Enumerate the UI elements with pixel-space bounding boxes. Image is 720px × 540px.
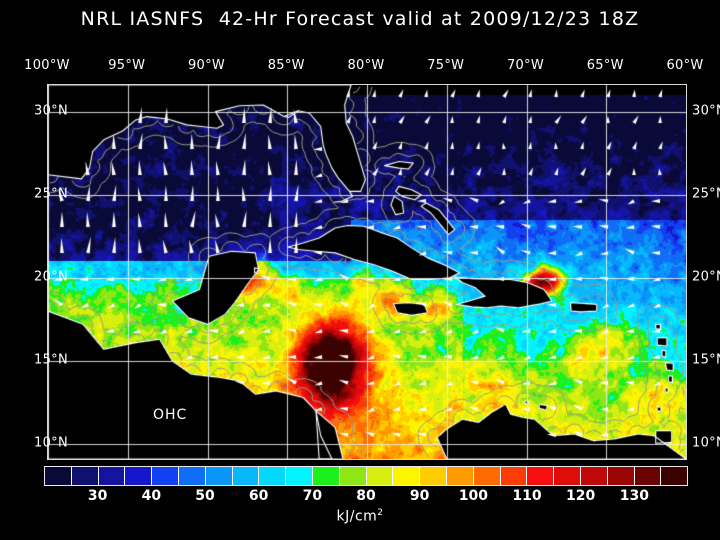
colorbar-swatch (554, 467, 581, 485)
lon-tick-label: 95°W (108, 58, 146, 73)
colorbar-tick-label: 120 (566, 488, 596, 504)
lon-tick-label: 75°W (427, 58, 465, 73)
lon-tick-label: 65°W (586, 58, 624, 73)
colorbar-swatch (312, 467, 340, 485)
lat-tick-label-right: 25°N (692, 186, 720, 202)
lat-tick-label-right: 20°N (692, 269, 720, 285)
colorbar-tick-label: 40 (141, 488, 162, 504)
colorbar-swatch (178, 467, 206, 485)
colorbar-swatch (527, 467, 555, 485)
lon-tick-label: 60°W (666, 58, 704, 73)
colorbar-swatch (286, 467, 313, 485)
colorbar-unit-label: kJ/cm2 (336, 508, 384, 525)
colorbar-swatch (446, 467, 474, 485)
colorbar-swatch (259, 467, 287, 485)
lat-tick-label-right: 10°N (692, 435, 720, 451)
colorbar-swatch (205, 467, 233, 485)
colorbar-tick-label: 70 (302, 488, 323, 504)
colorbar-swatch (232, 467, 260, 485)
map-canvas-container (48, 85, 686, 459)
colorbar-swatch (500, 467, 528, 485)
colorbar-swatch (607, 467, 635, 485)
lat-tick-label-right: 15°N (692, 352, 720, 368)
colorbar-swatch (98, 467, 126, 485)
colorbar-swatch (634, 467, 662, 485)
colorbar-swatch (420, 467, 447, 485)
colorbar (44, 466, 688, 486)
colorbar-swatch (366, 467, 394, 485)
lon-tick-label: 85°W (267, 58, 305, 73)
lat-tick-label-left: 30°N (34, 103, 68, 119)
lon-tick-label: 70°W (506, 58, 545, 73)
colorbar-tick-label: 30 (87, 488, 108, 504)
lon-tick-label: 90°W (187, 58, 226, 73)
colorbar-swatch (339, 467, 367, 485)
lat-tick-label-left: 25°N (34, 186, 68, 202)
lon-tick-label: 100°W (24, 58, 70, 73)
lat-tick-label-left: 15°N (34, 352, 68, 368)
colorbar-tick-label: 80 (356, 488, 376, 504)
colorbar-swatch (125, 467, 153, 485)
colorbar-tick-label: 90 (409, 488, 430, 504)
map-plot-area: OHC (47, 84, 687, 460)
lat-tick-label-right: 30°N (692, 103, 720, 119)
colorbar-tick-label: 50 (195, 488, 215, 504)
lon-tick-label: 80°W (347, 58, 385, 73)
map-overlay-canvas (48, 85, 686, 459)
colorbar-swatch (473, 467, 501, 485)
colorbar-swatch (661, 467, 688, 485)
colorbar-swatch (393, 467, 421, 485)
colorbar-tick-label: 130 (619, 488, 649, 504)
colorbar-swatch (71, 467, 99, 485)
colorbar-tick-label: 110 (512, 488, 542, 504)
colorbar-swatch (580, 467, 608, 485)
ohc-annotation: OHC (153, 407, 188, 423)
colorbar-swatch (152, 467, 179, 485)
colorbar-tick-label: 60 (248, 488, 269, 504)
figure-title: NRL IASNFS 42-Hr Forecast valid at 2009/… (80, 8, 640, 30)
lat-tick-label-left: 10°N (34, 435, 68, 451)
colorbar-tick-label: 100 (458, 488, 488, 504)
colorbar-swatch (45, 467, 72, 485)
lat-tick-label-left: 20°N (34, 269, 68, 285)
